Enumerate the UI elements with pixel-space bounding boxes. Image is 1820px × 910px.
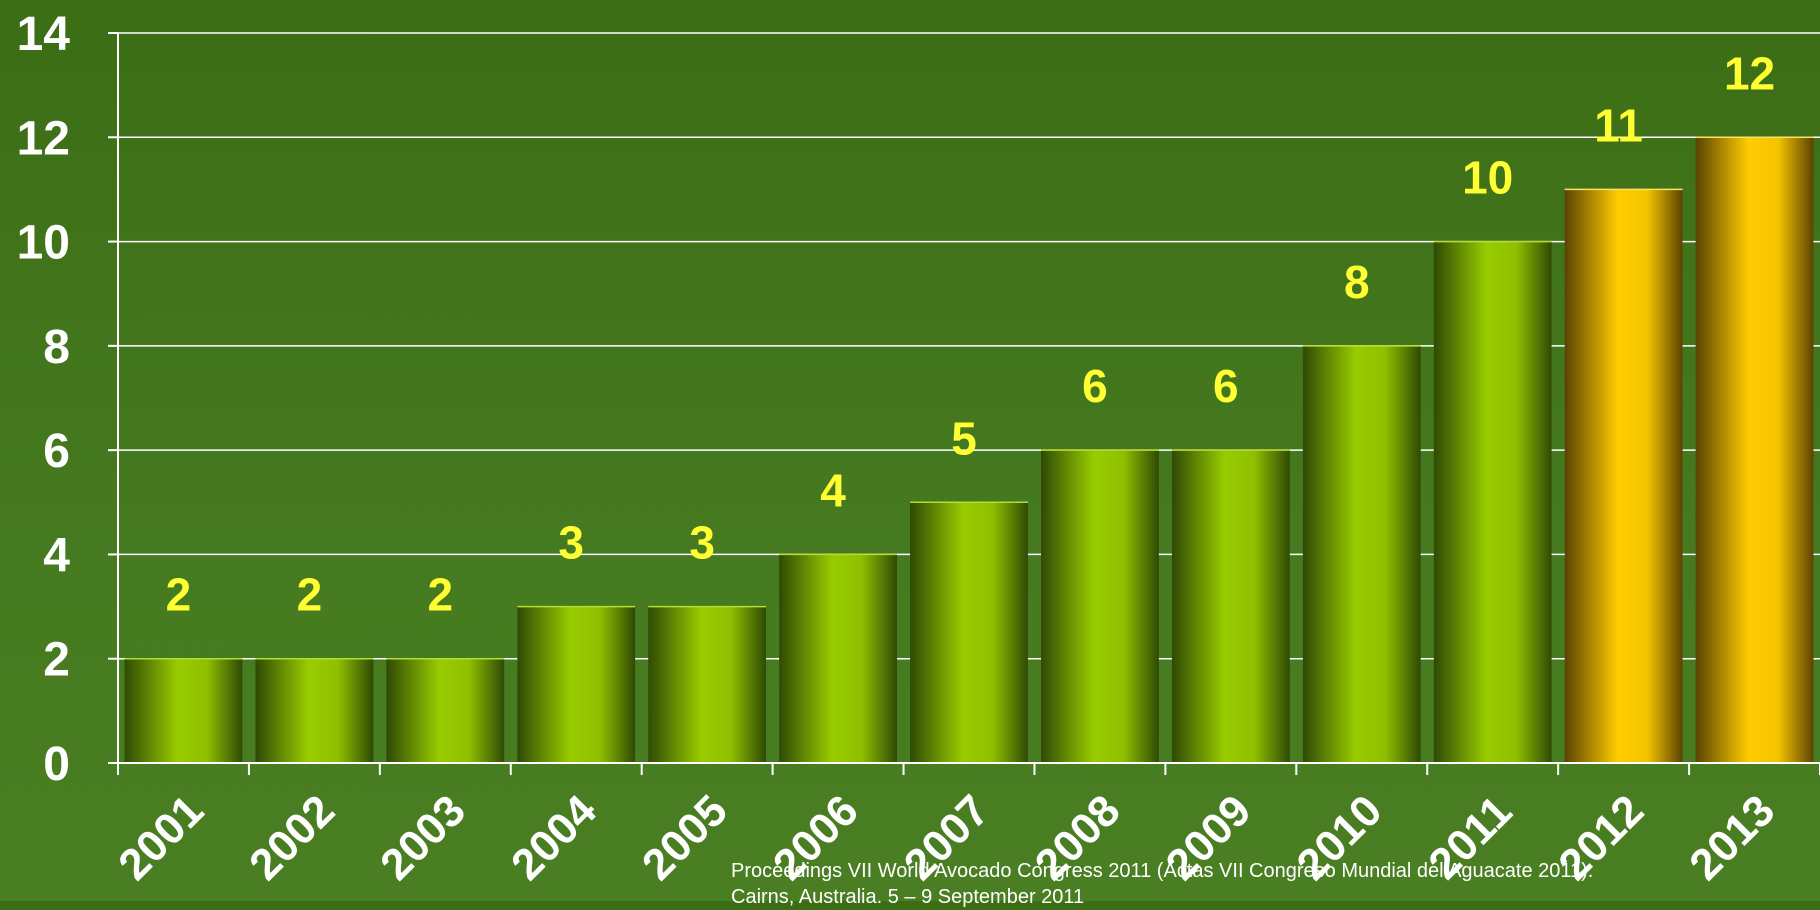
data-label-2009: 6 <box>1213 360 1239 412</box>
data-label-2002: 2 <box>297 569 323 621</box>
y-tick-label: 6 <box>43 425 70 478</box>
x-tick-label-2003: 2003 <box>371 786 475 890</box>
axes <box>108 32 1820 775</box>
x-tick-label-2001: 2001 <box>109 786 213 890</box>
data-label-2005: 3 <box>689 517 715 569</box>
bar-2010 <box>1302 345 1421 763</box>
y-tick-label: 10 <box>17 217 70 270</box>
bar-2013 <box>1695 137 1814 764</box>
footer-line-1: Proceedings VII World Avocado Congress 2… <box>731 860 1594 882</box>
data-label-2012: 11 <box>1594 99 1643 151</box>
x-tick-label-2013: 2013 <box>1680 786 1784 890</box>
data-label-2013: 12 <box>1724 47 1775 99</box>
data-label-2008: 6 <box>1082 360 1108 412</box>
y-tick-label: 8 <box>43 321 70 374</box>
x-tick-label-2004: 2004 <box>502 785 606 889</box>
x-tick-label-2005: 2005 <box>633 786 737 890</box>
data-label-2006: 4 <box>820 464 846 516</box>
gridlines <box>118 32 1820 660</box>
footer-line-2: Cairns, Australia. 5 – 9 September 2011 <box>731 886 1085 908</box>
bar-2012 <box>1564 189 1683 763</box>
bar-2005 <box>648 606 767 763</box>
data-label-2001: 2 <box>166 569 192 621</box>
bar-2009 <box>1171 450 1290 763</box>
data-label-2003: 2 <box>428 569 454 621</box>
data-label-2011: 10 <box>1462 152 1513 204</box>
y-axis-ticks: 0 2 4 6 8 10 12 14 <box>17 8 71 791</box>
bar-2004 <box>517 606 636 763</box>
y-tick-label: 14 <box>17 8 71 61</box>
bar-2001 <box>124 658 243 763</box>
bar-2008 <box>1041 450 1159 763</box>
data-labels: 2 2 2 3 3 4 5 6 6 8 10 11 12 <box>166 47 1775 620</box>
bar-2002 <box>255 658 374 763</box>
y-tick-label: 2 <box>43 634 70 687</box>
x-tick-label-2002: 2002 <box>240 786 344 890</box>
data-label-2004: 3 <box>558 517 584 569</box>
bars <box>124 136 1814 764</box>
footer-citation: Proceedings VII World Avocado Congress 2… <box>731 858 1593 910</box>
y-tick-label: 12 <box>17 112 70 165</box>
y-tick-label: 4 <box>43 529 70 582</box>
data-label-2007: 5 <box>951 412 977 464</box>
bar-2011 <box>1433 241 1552 764</box>
bar-2003 <box>386 658 505 763</box>
data-label-2010: 8 <box>1344 256 1370 308</box>
bar-2007 <box>910 502 1028 763</box>
y-tick-label: 0 <box>43 738 70 791</box>
bar-2006 <box>779 554 897 763</box>
